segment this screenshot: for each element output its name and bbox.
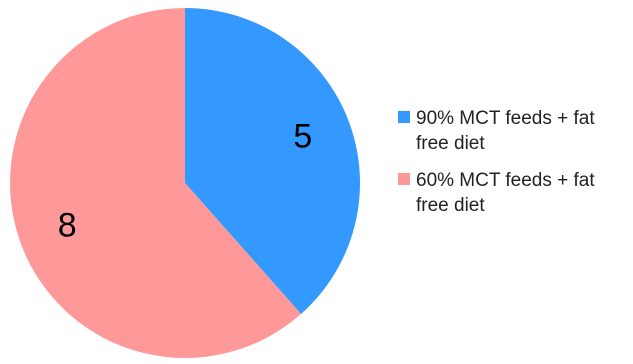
legend-item-90-mct: 90% MCT feeds + fat free diet: [398, 106, 630, 156]
legend-label-60-mct: 60% MCT feeds + fat free diet: [416, 170, 595, 216]
legend-swatch-60-mct: [398, 173, 410, 185]
legend-label-90-mct: 90% MCT feeds + fat free diet: [416, 108, 595, 154]
pie-slice-label-0: 5: [293, 117, 312, 155]
legend-swatch-90-mct: [398, 111, 410, 123]
legend-item-60-mct: 60% MCT feeds + fat free diet: [398, 168, 630, 218]
pie-slice-1: [10, 8, 302, 358]
chart-legend: 90% MCT feeds + fat free diet 60% MCT fe…: [398, 106, 630, 230]
pie-slice-0: [185, 8, 360, 314]
pie-slice-label-1: 8: [58, 207, 77, 245]
